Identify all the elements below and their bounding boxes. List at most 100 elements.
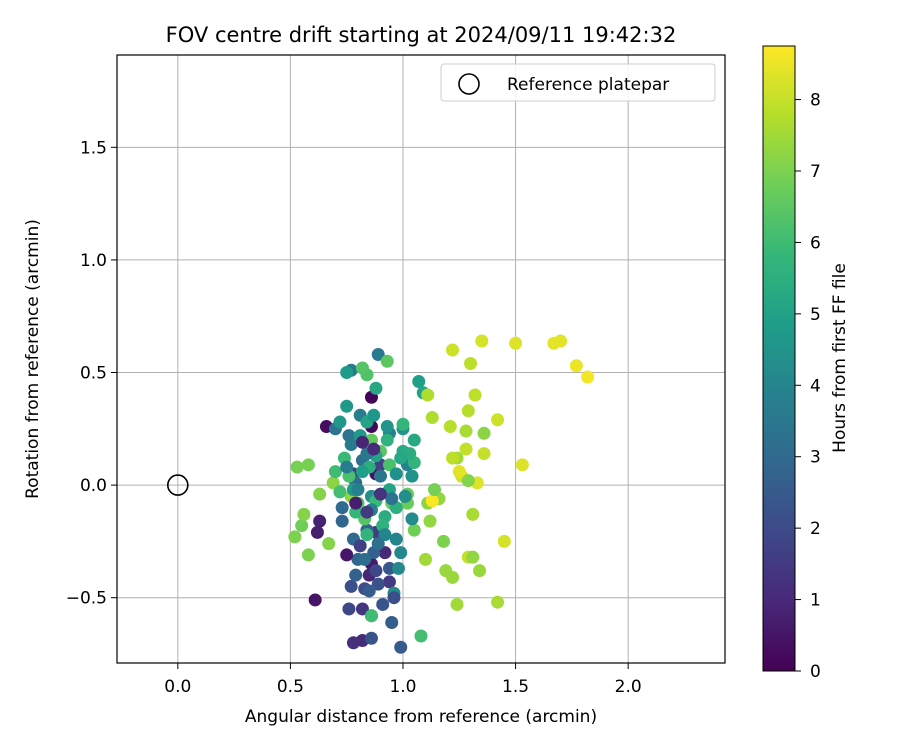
scatter-point [414, 629, 428, 643]
scatter-point [466, 550, 480, 564]
scatter-point [355, 465, 369, 479]
legend-box [440, 63, 716, 102]
scatter-point [497, 534, 511, 548]
scatter-point [367, 442, 381, 456]
scatter-point [367, 408, 381, 422]
scatter-point [477, 447, 491, 461]
scatter-point [554, 334, 568, 348]
legend-open-circle-icon [458, 73, 480, 95]
colorbar-label: Hours from first FF file [830, 263, 850, 453]
colorbar-gradient [762, 45, 796, 672]
colorbar-tick-label: 5 [810, 305, 821, 325]
scatter-point [459, 424, 473, 438]
scatter-point [382, 458, 396, 472]
x-tick-label: 0.0 [164, 677, 191, 697]
scatter-point [382, 575, 396, 589]
scatter-point [342, 602, 356, 616]
scatter-point [353, 539, 367, 553]
scatter-point [355, 435, 369, 449]
colorbar: 0 1 2 3 4 5 6 7 8 Hours from first FF file [762, 45, 850, 682]
scatter-point [509, 336, 523, 350]
y-tick-label: 0.5 [80, 364, 107, 384]
scatter-point [389, 467, 403, 481]
scatter-point [301, 458, 315, 472]
scatter-point [387, 591, 401, 605]
scatter-point [491, 595, 505, 609]
grid [117, 55, 725, 663]
scatter-point [371, 347, 385, 361]
scatter-point [344, 438, 358, 452]
scatter-point [340, 366, 354, 380]
plot-area-frame [116, 54, 726, 664]
scatter-point [461, 474, 475, 488]
scatter-points [288, 334, 595, 654]
scatter-point [419, 552, 433, 566]
y-tick-label: 1.5 [80, 138, 107, 158]
scatter-point [333, 485, 347, 499]
colorbar-tick-label: 1 [810, 591, 821, 611]
scatter-point [346, 636, 360, 650]
scatter-point [360, 528, 374, 542]
scatter-point [412, 375, 426, 389]
scatter-point [355, 602, 369, 616]
scatter-point [322, 537, 336, 551]
scatter-point [380, 433, 394, 447]
scatter-point [515, 458, 529, 472]
scatter-point [389, 532, 403, 546]
colorbar-tick-label: 2 [810, 519, 821, 539]
colorbar-ticks: 0 1 2 3 4 5 6 7 8 [795, 91, 821, 682]
scatter-point [459, 442, 473, 456]
scatter-point [340, 460, 354, 474]
y-axis: −0.5 0.0 0.5 1.0 1.5 [66, 138, 117, 609]
y-tick-label: 1.0 [80, 251, 107, 271]
scatter-point [355, 361, 369, 375]
scatter-point [373, 487, 387, 501]
scatter-point [382, 561, 396, 575]
scatter-point [461, 404, 475, 418]
scatter-point [364, 609, 378, 623]
scatter-point [425, 494, 439, 508]
legend-label: Reference platepar [507, 75, 669, 95]
scatter-point [398, 489, 412, 503]
scatter-point [378, 546, 392, 560]
scatter-point [394, 451, 408, 465]
scatter-point [360, 505, 374, 519]
scatter-point [376, 597, 390, 611]
scatter-point [437, 534, 451, 548]
scatter-point [407, 433, 421, 447]
scatter-point [369, 381, 383, 395]
scatter-point [349, 568, 363, 582]
scatter-point [297, 507, 311, 521]
scatter-point [477, 426, 491, 440]
scatter-point [349, 505, 363, 519]
scatter-point [425, 411, 439, 425]
scatter-point [378, 528, 392, 542]
scatter-point [313, 514, 327, 528]
chart-title: FOV centre drift starting at 2024/09/11 … [166, 23, 677, 47]
scatter-point [333, 415, 347, 429]
scatter-point [308, 593, 322, 607]
scatter-point [371, 537, 385, 551]
scatter-point [446, 451, 460, 465]
scatter-point [405, 512, 419, 526]
scatter-point [394, 546, 408, 560]
scatter-point [344, 579, 358, 593]
x-axis: 0.0 0.5 1.0 1.5 2.0 [164, 663, 642, 697]
colorbar-tick-label: 7 [810, 162, 821, 182]
scatter-point [326, 476, 340, 490]
scatter-point [443, 420, 457, 434]
scatter-point [466, 507, 480, 521]
y-tick-label: −0.5 [66, 589, 107, 609]
scatter-point [391, 561, 405, 575]
x-axis-label: Angular distance from reference (arcmin) [245, 707, 597, 727]
scatter-point [358, 552, 372, 566]
x-tick-label: 2.0 [615, 677, 642, 697]
scatter-point [369, 564, 383, 578]
colorbar-tick-label: 0 [810, 662, 821, 682]
scatter-point [450, 597, 464, 611]
scatter-point [446, 570, 460, 584]
scatter-point [464, 357, 478, 371]
scatter-point [301, 548, 315, 562]
scatter-point [385, 492, 399, 506]
